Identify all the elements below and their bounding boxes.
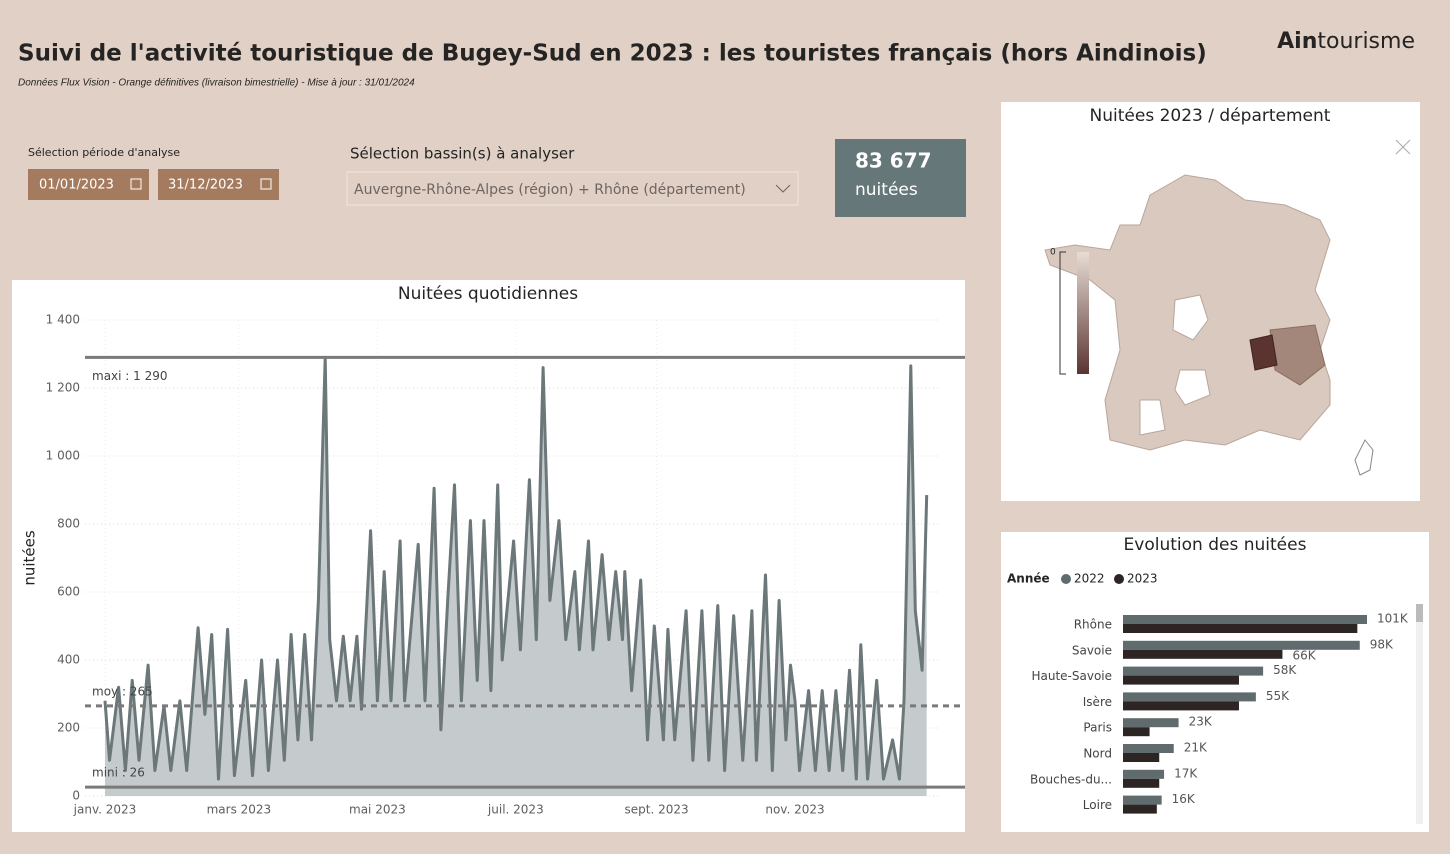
bar [1123, 640, 1360, 650]
y-tick-label: 400 [57, 653, 80, 667]
map-region [1249, 334, 1278, 371]
brand-rest: tourisme [1317, 29, 1415, 54]
category-label: Nord [1083, 747, 1112, 761]
bar [1123, 727, 1150, 737]
brand-bold: Ain [1277, 29, 1317, 54]
basin-dropdown[interactable]: Auvergne-Rhône-Alpes (région) + Rhône (d… [346, 171, 799, 206]
category-label: Paris [1083, 721, 1112, 735]
data-label: 58K [1273, 663, 1297, 677]
page-title: Suivi de l'activité touristique de Bugey… [18, 41, 1207, 67]
bar [1123, 778, 1160, 788]
reference-label: mini : 26 [92, 766, 145, 780]
map-legend-scale [1077, 252, 1089, 374]
data-label: 55K [1266, 689, 1290, 703]
map-reset-icon[interactable] [1395, 139, 1411, 155]
y-tick-label: 200 [57, 721, 80, 735]
x-tick-label: juil. 2023 [487, 803, 544, 817]
date-box[interactable] [28, 169, 149, 200]
category-label: Rhône [1074, 618, 1112, 632]
bar [1123, 795, 1162, 805]
y-tick-label: 1 200 [46, 381, 80, 395]
bar [1123, 718, 1179, 728]
dropdown-box[interactable] [346, 171, 799, 206]
line [103, 355, 929, 781]
map-legend-min: 0 [1050, 248, 1056, 258]
bar [1123, 615, 1367, 624]
bar [1123, 692, 1256, 702]
bar [1123, 666, 1264, 676]
y-tick-label: 800 [57, 517, 80, 531]
data-label: 17K [1174, 766, 1198, 780]
kpi-value: 83 677 [855, 149, 932, 173]
bar [1123, 744, 1174, 753]
y-tick-label: 600 [57, 585, 80, 599]
bar [1123, 675, 1239, 685]
category-label: Isère [1083, 695, 1112, 709]
legend-marker [1061, 574, 1071, 584]
calendar-icon[interactable] [260, 178, 272, 190]
kpi-card [835, 139, 966, 217]
bar [1123, 624, 1358, 633]
y-axis-label: nuitées [21, 530, 39, 586]
reference-label: moy : 265 [92, 684, 153, 698]
data-label: 16K [1172, 792, 1196, 806]
bar-chart: Evolution des nuitées Année 2022 2023 Rhône 1… [1007, 535, 1409, 814]
x-tick-label: sept. 2023 [624, 803, 688, 817]
period-label: Sélection période d'analyse [28, 146, 180, 159]
reference-label: maxi : 1 290 [92, 369, 168, 383]
data-label: 101K [1377, 612, 1409, 626]
category-label: Loire [1083, 798, 1112, 812]
chart-title: Evolution des nuitées [1124, 535, 1307, 555]
legend-title: Année [1007, 572, 1050, 586]
bar [1123, 769, 1165, 779]
date-start[interactable]: 01/01/2023 [39, 178, 114, 193]
chart-title: Nuitées quotidiennes [398, 284, 578, 304]
date-box[interactable] [158, 169, 279, 200]
bar [1123, 804, 1157, 814]
date-end[interactable]: 31/12/2023 [168, 178, 243, 193]
map-corsica [1354, 439, 1374, 476]
map-no-data [1139, 294, 1211, 436]
scrollbar-thumb[interactable] [1416, 604, 1423, 622]
chevron[interactable] [775, 184, 791, 193]
bar [1123, 701, 1239, 711]
bar [1123, 649, 1283, 659]
date-start-picker[interactable]: 01/01/2023 [28, 169, 149, 200]
brand: Aintourisme [1277, 29, 1415, 54]
basin-label: Sélection bassin(s) à analyser [350, 145, 575, 163]
x-tick-label: janv. 2023 [73, 803, 137, 817]
data-label: 98K [1370, 637, 1394, 651]
date-end-picker[interactable]: 31/12/2023 [158, 169, 279, 200]
y-tick-label: 1 000 [46, 449, 80, 463]
data-label: 21K [1184, 741, 1208, 755]
legend-marker [1114, 574, 1124, 584]
scrollbar[interactable] [1416, 604, 1423, 824]
category-label: Haute-Savoie [1031, 669, 1112, 683]
line-chart: Nuitées quotidiennes nuitées 0 200 400 600 800… [21, 284, 965, 817]
kpi-label: nuitées [855, 180, 918, 200]
data-label: 23K [1189, 715, 1213, 729]
map-legend-bracket [1059, 251, 1066, 375]
y-tick-label: 0 [72, 789, 80, 803]
calendar-icon[interactable] [130, 178, 142, 190]
bar [1123, 753, 1160, 762]
y-tick-label: 1 400 [46, 313, 80, 327]
basin-value[interactable]: Auvergne-Rhône-Alpes (région) + Rhône (d… [354, 182, 746, 198]
x-tick-label: mars 2023 [207, 803, 272, 817]
data-label: 66K [1292, 648, 1316, 662]
category-label: Bouches-du... [1030, 772, 1112, 786]
legend-label: 2023 [1127, 572, 1158, 586]
category-label: Savoie [1072, 643, 1112, 657]
page-subtitle: Données Flux Vision - Orange définitives… [18, 78, 415, 89]
map-title: Nuitées 2023 / département [1090, 106, 1331, 126]
legend-label: 2022 [1074, 572, 1105, 586]
x-tick-label: nov. 2023 [765, 803, 824, 817]
x-tick-label: mai 2023 [349, 803, 406, 817]
